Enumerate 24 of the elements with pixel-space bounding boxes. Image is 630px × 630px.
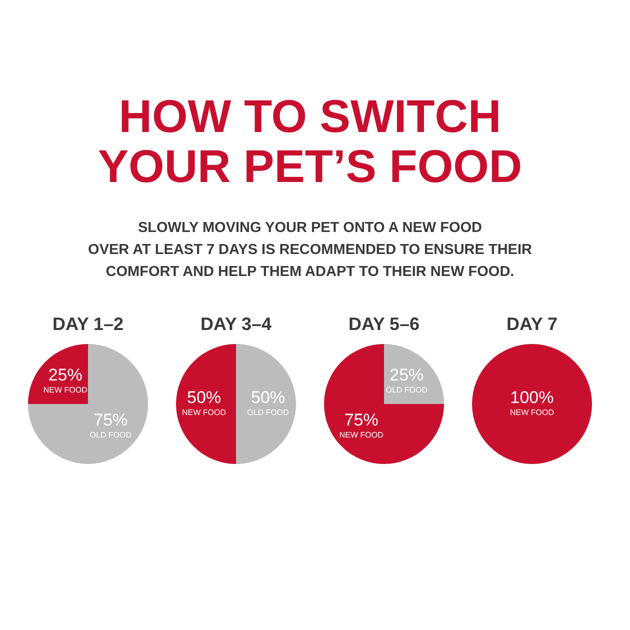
data-label: 25% bbox=[390, 365, 424, 384]
slice-label: NEW FOOD bbox=[182, 408, 226, 417]
data-label: 75% bbox=[94, 410, 128, 430]
text: SLOWLY MOVING YOUR PET ONTO A NEW FOOD OVER AT LEAST 7 DAYS IS RECOMMENDED TO ENSURE THEIR COMFORT AND HELP THEM ADAPT TO THEIR NEW FOOD. bbox=[88, 220, 532, 280]
data-label: 75% bbox=[344, 410, 378, 430]
pie-slice bbox=[236, 344, 296, 464]
pie-slice bbox=[28, 344, 148, 464]
chart-title: DAY 3–4 bbox=[200, 314, 272, 334]
chart-title: DAY 7 bbox=[506, 314, 558, 334]
data-label: 25% bbox=[48, 365, 82, 384]
pie-slice bbox=[324, 344, 444, 464]
slice-label: OLD FOOD bbox=[90, 430, 132, 440]
chart-title: DAY 5–6 bbox=[348, 314, 420, 334]
data-label: 50% bbox=[250, 388, 286, 407]
slice-label: OLD FOOD bbox=[386, 385, 428, 394]
slice-label: NEW FOOD bbox=[43, 385, 88, 394]
slice-label: OLD FOOD bbox=[247, 408, 290, 417]
slice-label: NEW FOOD bbox=[510, 408, 554, 417]
slice-label: NEW FOOD bbox=[339, 430, 384, 440]
chart-title: DAY 1–2 bbox=[52, 314, 124, 334]
data-label: 50% bbox=[186, 388, 222, 407]
text: HOW TO SWITCH YOUR PET’S FOOD bbox=[98, 90, 522, 192]
data-label: 100% bbox=[510, 388, 554, 407]
pie-slice bbox=[176, 344, 236, 464]
